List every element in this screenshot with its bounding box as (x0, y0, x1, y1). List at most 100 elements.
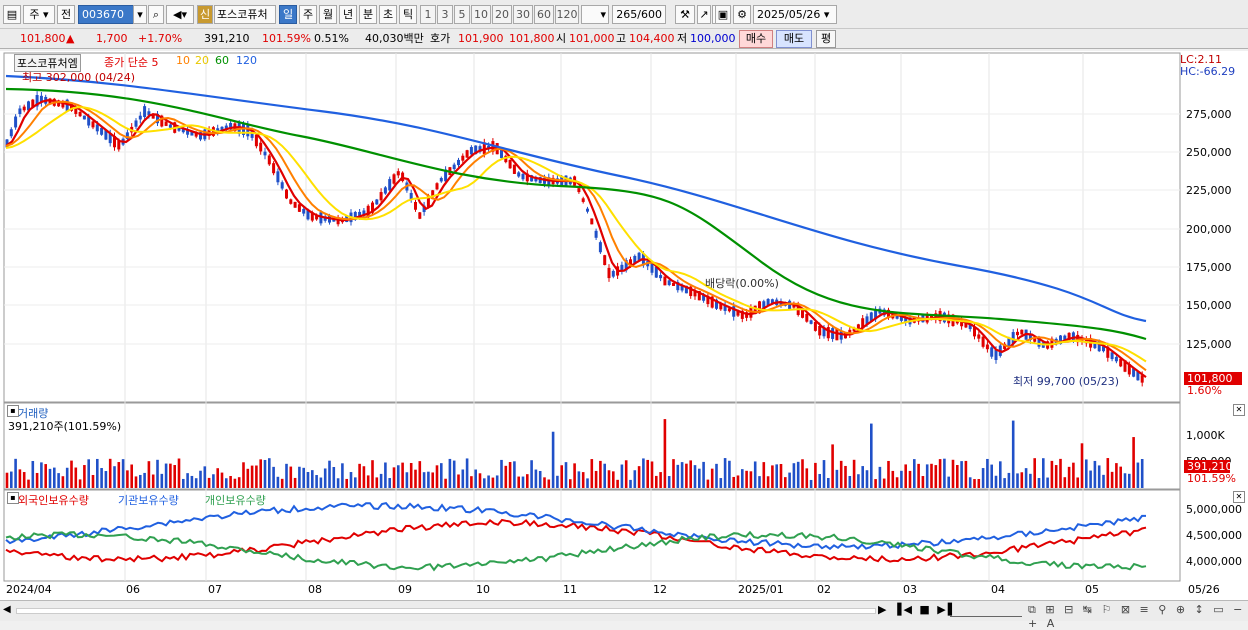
scroll-right-icon[interactable]: ▶ (878, 603, 887, 616)
volume-value-label: 391,210주(101.59%) (8, 420, 122, 433)
num-tab-10[interactable]: 10 (471, 5, 491, 24)
indicator-icon[interactable]: ⚒ (675, 5, 695, 24)
chart-tool-icons[interactable]: ⧉ ⊞ ⊟ ↹ ⚐ ⊠ ≡ ⚲ ⊕ ↕ ▭ − + A (1028, 603, 1246, 630)
volume-bar (186, 473, 189, 488)
buy-button[interactable]: 매수 (739, 30, 773, 48)
candle-body (134, 120, 138, 127)
candle-body (65, 99, 69, 112)
panel-menu-icon[interactable]: ▪ (7, 405, 19, 417)
period-tab-week[interactable]: 주 (299, 5, 317, 24)
volume-bar (999, 461, 1002, 488)
data-count-field[interactable]: 265/600 (612, 5, 666, 24)
chart-canvas[interactable] (0, 51, 1248, 601)
chart-area[interactable]: 포스코퓨처엠 종가 단순 5 10 20 60 120 최고 302,000 (… (0, 51, 1248, 601)
period-tab-second[interactable]: 초 (379, 5, 397, 24)
zoom-slider[interactable] (950, 603, 1022, 617)
navigation-icons[interactable]: ▐◀ ■ ▶▌ (893, 603, 959, 616)
period-tab-month[interactable]: 월 (319, 5, 337, 24)
period-tab-year[interactable]: 년 (339, 5, 357, 24)
candle-body (766, 299, 770, 306)
candle-body (78, 111, 82, 117)
volume-bar (126, 470, 129, 488)
volume-bar (474, 469, 477, 488)
close-icon[interactable]: ✕ (1233, 491, 1245, 503)
period-tab-tick[interactable]: 틱 (399, 5, 417, 24)
volume-bar (581, 472, 585, 488)
chevron-down-icon[interactable]: ▾ (133, 5, 147, 24)
period-tab-day[interactable]: 일 (279, 5, 297, 24)
volume-bar (973, 479, 976, 488)
volume-bar (870, 423, 873, 488)
volume-bar (388, 478, 391, 488)
stock-code-input[interactable]: 003670 (78, 5, 138, 24)
candle-body (229, 122, 233, 130)
window-menu-icon[interactable]: ▤ (3, 5, 21, 24)
volume-bar (100, 468, 103, 488)
candle-body (353, 211, 357, 220)
candle-body (108, 133, 112, 144)
volume-bar (956, 465, 959, 488)
candle-body (770, 299, 774, 304)
candle-body (904, 317, 908, 323)
custom-period-select[interactable]: ▾ (581, 5, 609, 24)
date-field[interactable]: 2025/05/26 ▾ (753, 5, 837, 24)
num-tab-120[interactable]: 120 (555, 5, 579, 24)
candle-body (138, 115, 142, 120)
period-main-value: 주 (29, 8, 40, 21)
volume-bar (289, 466, 293, 488)
volume-bar (1059, 458, 1062, 488)
volume-bar (891, 470, 895, 488)
volume-bar (203, 466, 207, 488)
gear-icon[interactable]: ⚙ (733, 5, 751, 24)
draw-icon[interactable]: ↗ (697, 5, 711, 24)
avg-price-button[interactable]: 평 (816, 30, 836, 48)
scroll-left-icon[interactable]: ◀ (3, 604, 11, 615)
candle-body (745, 312, 749, 318)
num-tab-60[interactable]: 60 (534, 5, 554, 24)
num-tab-1[interactable]: 1 (420, 5, 436, 24)
num-tab-20[interactable]: 20 (492, 5, 512, 24)
candle-body (482, 142, 486, 154)
speaker-icon[interactable]: ◀▾ (166, 5, 194, 24)
volume-bar (91, 474, 95, 488)
price-y-tick: 250,000 (1186, 146, 1232, 159)
sell-button[interactable]: 매도 (776, 30, 812, 48)
candle-body (822, 327, 826, 337)
volume-bar (70, 460, 73, 488)
search-icon[interactable]: ⌕ (148, 5, 164, 24)
panel-menu-icon[interactable]: ▪ (7, 492, 19, 504)
prev-button[interactable]: 전 (57, 5, 75, 24)
volume-bar (792, 463, 796, 488)
volume-bar (27, 479, 30, 488)
volume-bar (599, 460, 602, 488)
volume-bar (117, 462, 121, 488)
period-tab-minute[interactable]: 분 (359, 5, 377, 24)
candle-body (418, 212, 422, 219)
volume-bar (968, 477, 972, 488)
num-tab-5[interactable]: 5 (454, 5, 470, 24)
volume-bar (293, 477, 297, 488)
volume-bar (10, 471, 13, 488)
volume-bar (526, 474, 529, 488)
candle-body (1067, 332, 1071, 340)
volume-bar (685, 463, 688, 488)
period-main-select[interactable]: 주 ▾ (23, 5, 55, 24)
candle-body (629, 259, 632, 266)
candle-body (457, 159, 460, 166)
num-tab-30[interactable]: 30 (513, 5, 533, 24)
volume-title: 거래량 (18, 407, 49, 420)
price-legend-name[interactable]: 포스코퓨처엠 (14, 54, 81, 72)
volume-bar (732, 476, 735, 488)
scrollbar-track[interactable] (16, 608, 876, 614)
volume-bar (130, 464, 133, 488)
volume-bar (1029, 473, 1032, 488)
num-tab-3[interactable]: 3 (437, 5, 453, 24)
close-icon[interactable]: ✕ (1233, 404, 1245, 416)
ma-legend-60: 60 (215, 54, 229, 67)
volume-bar (1128, 473, 1131, 488)
price-change-pct: +1.70% (138, 32, 183, 45)
candle-body (439, 177, 443, 182)
save-icon[interactable]: ▣ (715, 5, 731, 24)
candle-body (91, 121, 95, 128)
candle-body (762, 301, 766, 309)
